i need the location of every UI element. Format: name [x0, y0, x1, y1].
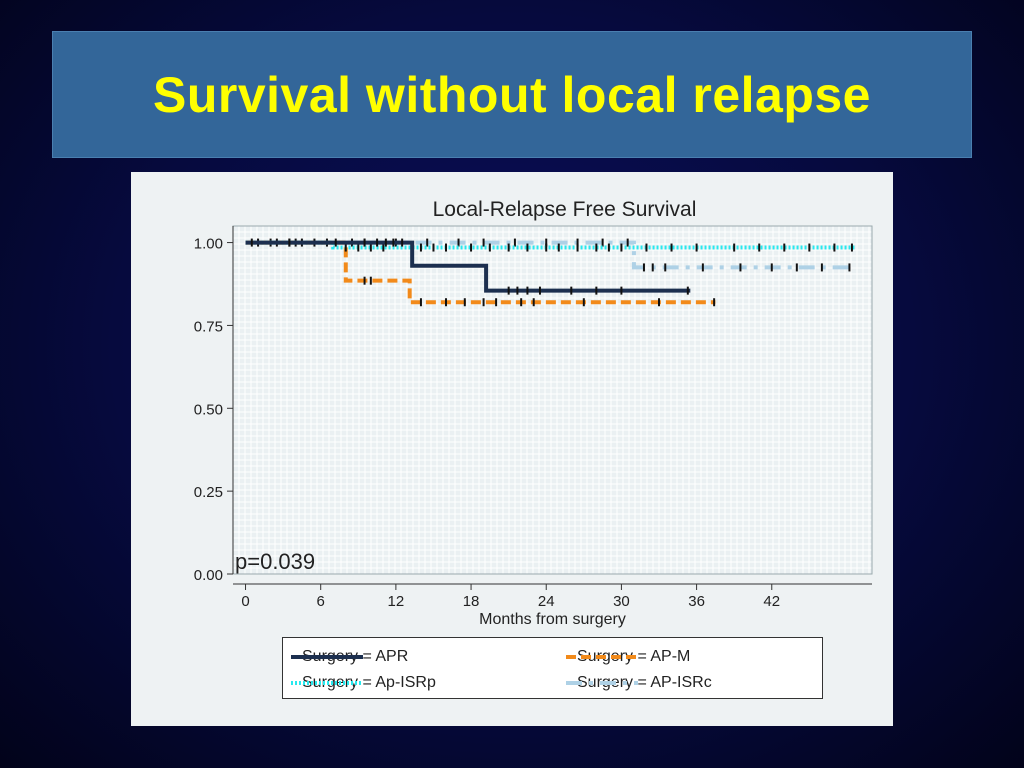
series-line: [245, 240, 851, 270]
legend-item: Surgery = AP-M: [566, 645, 690, 669]
y-tick-label: 1.00: [194, 236, 223, 253]
x-axis-label: Months from surgery: [479, 611, 626, 628]
y-tick-label: 0.25: [194, 484, 223, 501]
x-tick-label: 42: [763, 593, 780, 610]
legend-item: Surgery = Ap-ISRp: [291, 671, 436, 695]
legend-label: Surgery = AP-ISRc: [577, 674, 712, 691]
x-tick-label: 24: [538, 593, 555, 610]
survival-chart: Local-Relapse Free Survival 0.00 0.25 0.50 0…: [194, 198, 873, 628]
chart-legend: Surgery = APR Surgery = AP-M Surgery = Ap-…: [282, 637, 823, 699]
legend-swatch: [566, 655, 638, 659]
legend-swatch: [291, 655, 363, 659]
x-tick-label: 6: [317, 593, 325, 610]
y-tick-label: 0.50: [194, 401, 223, 418]
x-tick-label: 12: [388, 593, 405, 610]
chart-title: Local-Relapse Free Survival: [433, 198, 697, 221]
legend-label: Surgery = Ap-ISRp: [302, 674, 436, 691]
chart-panel: Local-Relapse Free Survival 0.00 0.25 0.50 0…: [131, 172, 893, 726]
series-line: [245, 240, 855, 250]
x-tick-label: 0: [241, 593, 249, 610]
legend-swatch: [291, 681, 363, 685]
x-tick-label: 36: [688, 593, 705, 610]
title-banner: Survival without local relapse: [52, 31, 972, 158]
slide-title: Survival without local relapse: [152, 66, 871, 123]
y-tick-label: 0.75: [194, 318, 223, 335]
series-line: [245, 240, 691, 293]
legend-item: Surgery = APR: [291, 645, 408, 669]
x-tick-label: 30: [613, 593, 630, 610]
legend-swatch: [566, 681, 638, 685]
x-tick-label: 18: [463, 593, 480, 610]
legend-item: Surgery = AP-ISRc: [566, 671, 712, 695]
y-tick-label: 0.00: [194, 567, 223, 584]
p-value-annotation: p=0.039: [235, 549, 315, 574]
